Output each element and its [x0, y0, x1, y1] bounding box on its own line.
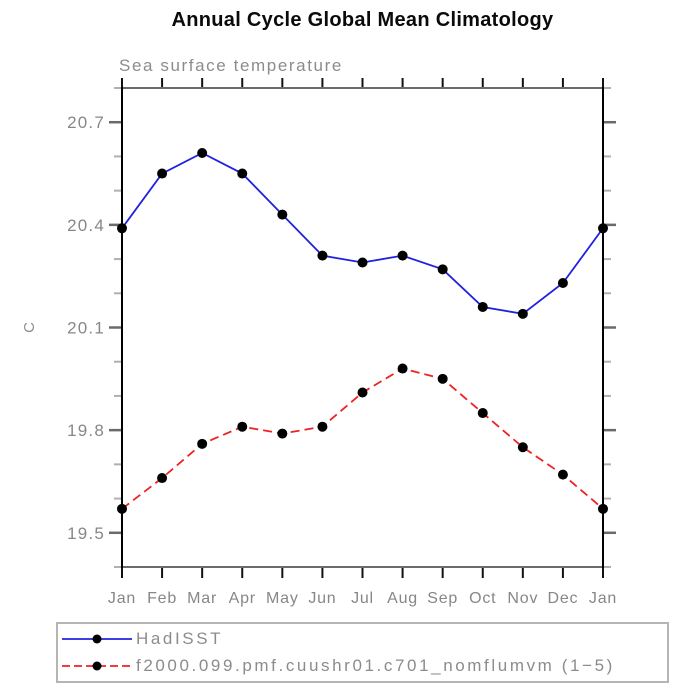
x-tick-label: Mar	[187, 590, 217, 607]
chart-title: Annual Cycle Global Mean Climatology	[171, 9, 554, 31]
data-point-marker	[598, 503, 608, 514]
data-point-marker	[477, 301, 488, 312]
data-point-marker	[317, 421, 328, 432]
legend-line-sample-dashed	[62, 661, 132, 671]
legend-marker-dot-icon	[92, 661, 102, 671]
data-point-marker	[397, 363, 408, 374]
y-tick-label: 19.5	[67, 524, 105, 543]
legend-box: HadISST f2000.099.pmf.cuushr01.c701_nomf…	[56, 622, 669, 683]
legend-marker-dot-icon	[92, 634, 102, 644]
legend-label-model-run: f2000.099.pmf.cuushr01.c701_nomflumvm (1…	[136, 656, 615, 675]
data-point-marker	[117, 223, 127, 234]
data-point-marker	[357, 387, 368, 398]
x-tick-label: Nov	[507, 590, 538, 607]
data-point-marker	[437, 373, 448, 384]
data-point-marker	[397, 250, 408, 261]
series-line-0	[121, 151, 604, 315]
data-point-marker	[237, 168, 248, 179]
data-point-marker	[197, 148, 208, 159]
x-tick-label: Aug	[387, 590, 418, 607]
y-tick-label: 20.1	[67, 319, 105, 338]
x-tick-label: Dec	[547, 590, 578, 607]
x-tick-label: Feb	[147, 590, 177, 607]
data-point-marker	[557, 469, 568, 480]
data-point-marker	[477, 408, 488, 419]
x-tick-label: May	[266, 590, 299, 607]
data-point-marker	[437, 264, 448, 275]
legend-item-model-run: f2000.099.pmf.cuushr01.c701_nomflumvm (1…	[60, 654, 667, 678]
x-tick-label: Jan	[108, 590, 136, 607]
x-tick-label: Jan	[589, 590, 617, 607]
data-point-marker	[317, 250, 328, 261]
y-tick-label: 20.4	[67, 216, 105, 235]
x-tick-label: Oct	[469, 590, 496, 607]
x-tick-label: Jul	[351, 590, 374, 607]
y-tick-label: 20.7	[67, 113, 105, 132]
data-point-marker	[197, 438, 208, 449]
data-point-marker	[517, 308, 528, 319]
data-point-marker	[157, 168, 168, 179]
data-point-marker	[277, 428, 288, 439]
data-point-marker	[357, 257, 368, 268]
legend-item-hadisst: HadISST	[60, 627, 667, 651]
y-tick-label: 19.8	[67, 421, 105, 440]
chart-subtitle: Sea surface temperature	[119, 56, 343, 75]
data-point-marker	[277, 209, 288, 220]
x-tick-label: Apr	[229, 590, 256, 607]
x-tick-label: Jun	[308, 590, 336, 607]
data-point-marker	[237, 421, 248, 432]
legend-label-hadisst: HadISST	[136, 629, 224, 648]
x-tick-label: Sep	[427, 590, 458, 607]
data-point-marker	[157, 473, 168, 484]
legend-line-sample-solid	[62, 634, 132, 644]
data-point-marker	[598, 223, 608, 234]
data-point-marker	[557, 278, 568, 289]
data-point-marker	[517, 442, 528, 453]
data-point-marker	[117, 503, 127, 514]
